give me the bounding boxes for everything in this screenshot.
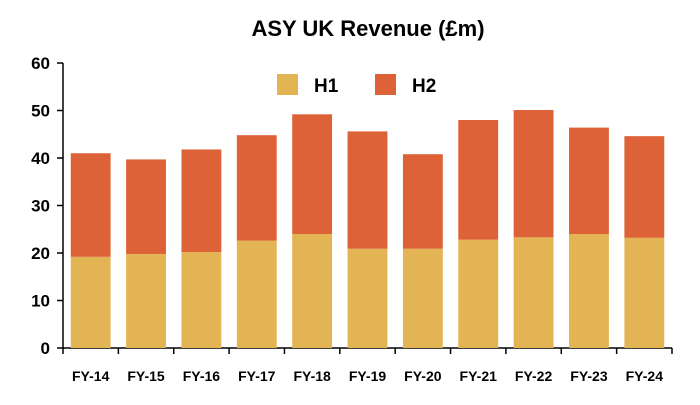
bar-h2-fy-14 <box>70 153 111 257</box>
y-tick-label: 20 <box>31 244 50 263</box>
bars <box>70 110 665 348</box>
x-tick-label: FY-15 <box>127 368 165 384</box>
bar-h1-fy-24 <box>624 237 665 348</box>
y-tick-label: 40 <box>31 149 50 168</box>
bar-h1-fy-17 <box>236 240 277 348</box>
x-tick-label: FY-22 <box>515 368 553 384</box>
x-tick-label: FY-18 <box>293 368 331 384</box>
x-tick-label: FY-19 <box>349 368 387 384</box>
bar-h2-fy-17 <box>236 135 277 241</box>
y-tick-label: 60 <box>31 54 50 73</box>
x-tick-label: FY-20 <box>404 368 442 384</box>
bar-h1-fy-22 <box>513 237 554 348</box>
x-tick-label: FY-23 <box>570 368 608 384</box>
bar-h1-fy-16 <box>181 252 222 348</box>
legend-swatch-h1 <box>277 74 298 95</box>
bar-h2-fy-20 <box>402 154 443 249</box>
bar-h1-fy-18 <box>292 234 333 348</box>
y-tick-label: 30 <box>31 197 50 216</box>
chart-title: ASY UK Revenue (£m) <box>251 16 484 41</box>
bar-h1-fy-23 <box>569 234 609 348</box>
x-tick-label: FY-14 <box>72 368 110 384</box>
bar-h2-fy-21 <box>458 120 499 240</box>
bar-h1-fy-19 <box>347 248 388 348</box>
x-tick-label: FY-21 <box>460 368 498 384</box>
bar-h1-fy-21 <box>458 239 499 348</box>
bar-h1-fy-15 <box>126 253 166 348</box>
x-axis: FY-14 FY-15 FY-16 FY-17 FY-18 FY-19 FY-20 FY-21… <box>62 347 673 384</box>
bar-h1-fy-20 <box>402 248 443 348</box>
x-tick-label: FY-24 <box>626 368 664 384</box>
legend: H1 H2 <box>277 74 436 97</box>
y-tick-label: 50 <box>31 102 50 121</box>
bar-h2-fy-22 <box>513 110 554 238</box>
x-tick-label: FY-16 <box>183 368 221 384</box>
y-tick-label: 0 <box>41 339 50 358</box>
legend-label-h2: H2 <box>412 76 436 97</box>
bar-h2-fy-15 <box>126 159 166 254</box>
bar-h2-fy-24 <box>624 136 665 238</box>
legend-swatch-h2 <box>375 74 396 95</box>
bar-h2-fy-23 <box>569 127 609 234</box>
bar-h1-fy-14 <box>70 256 111 348</box>
y-axis: 0 10 20 30 40 50 60 <box>31 54 64 358</box>
x-tick-label: FY-17 <box>238 368 276 384</box>
bar-h2-fy-19 <box>347 131 388 249</box>
bar-h2-fy-16 <box>181 149 222 253</box>
bar-h2-fy-18 <box>292 114 333 234</box>
y-tick-label: 10 <box>31 292 50 311</box>
legend-label-h1: H1 <box>314 76 339 97</box>
